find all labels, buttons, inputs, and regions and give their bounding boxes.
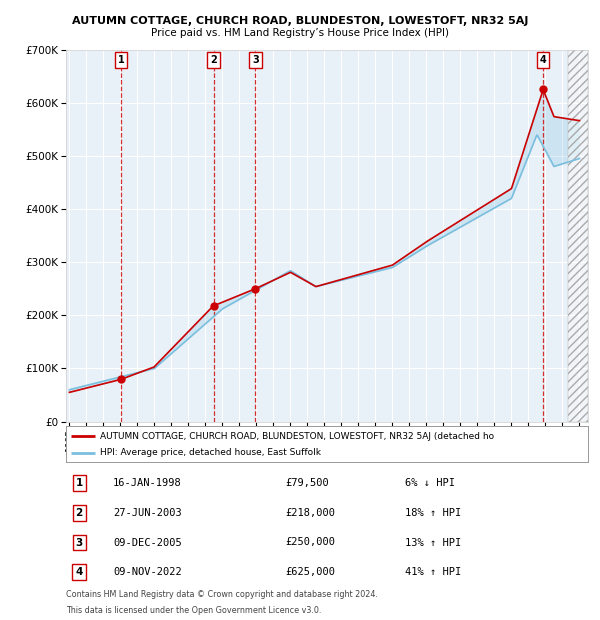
Text: 3: 3 [76,538,83,547]
Text: 2: 2 [76,508,83,518]
Text: 1: 1 [76,478,83,488]
Text: 27-JUN-2003: 27-JUN-2003 [113,508,182,518]
Text: £218,000: £218,000 [285,508,335,518]
Text: 41% ↑ HPI: 41% ↑ HPI [406,567,461,577]
Text: HPI: Average price, detached house, East Suffolk: HPI: Average price, detached house, East… [100,448,321,458]
Text: Contains HM Land Registry data © Crown copyright and database right 2024.: Contains HM Land Registry data © Crown c… [66,590,378,600]
Text: Price paid vs. HM Land Registry’s House Price Index (HPI): Price paid vs. HM Land Registry’s House … [151,28,449,38]
Text: 4: 4 [540,55,547,65]
Text: 3: 3 [252,55,259,65]
Text: 16-JAN-1998: 16-JAN-1998 [113,478,182,488]
Text: AUTUMN COTTAGE, CHURCH ROAD, BLUNDESTON, LOWESTOFT, NR32 5AJ: AUTUMN COTTAGE, CHURCH ROAD, BLUNDESTON,… [72,16,528,25]
Text: 13% ↑ HPI: 13% ↑ HPI [406,538,461,547]
Text: 1: 1 [118,55,124,65]
Text: AUTUMN COTTAGE, CHURCH ROAD, BLUNDESTON, LOWESTOFT, NR32 5AJ (detached ho: AUTUMN COTTAGE, CHURCH ROAD, BLUNDESTON,… [100,432,494,440]
Text: 09-NOV-2022: 09-NOV-2022 [113,567,182,577]
Text: 4: 4 [76,567,83,577]
Text: 6% ↓ HPI: 6% ↓ HPI [406,478,455,488]
Text: £79,500: £79,500 [285,478,329,488]
Text: £625,000: £625,000 [285,567,335,577]
Text: This data is licensed under the Open Government Licence v3.0.: This data is licensed under the Open Gov… [66,606,322,615]
Text: 2: 2 [211,55,217,65]
Text: 18% ↑ HPI: 18% ↑ HPI [406,508,461,518]
Text: £250,000: £250,000 [285,538,335,547]
Text: 09-DEC-2005: 09-DEC-2005 [113,538,182,547]
